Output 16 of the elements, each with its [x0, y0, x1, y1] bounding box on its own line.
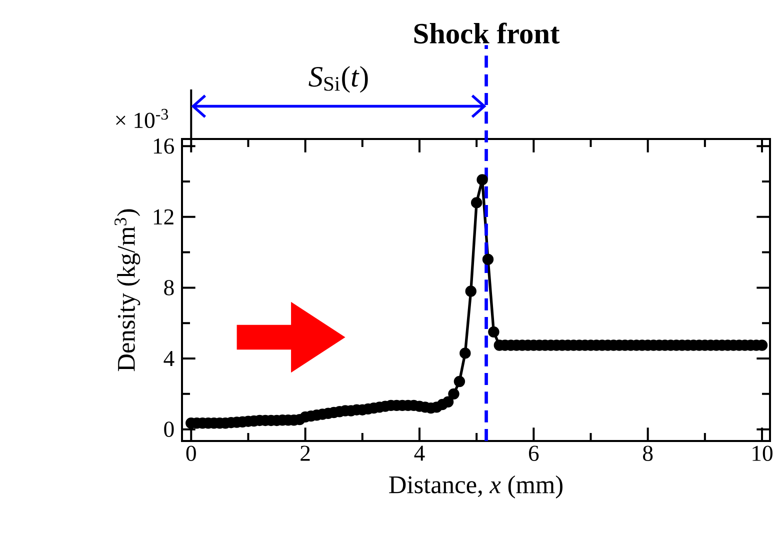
y-tick-label: 12 — [154, 209, 174, 224]
text: S$_{Si}$(t) — [308, 66, 368, 93]
y-tick-label: 8 — [164, 280, 174, 296]
y-axis-title: Density (kg/m$^{3}$) — [114, 209, 140, 372]
y-tick-label: 0 — [164, 422, 174, 437]
x-tick-label: 6 — [528, 446, 539, 461]
x-tick-label: 2 — [300, 446, 310, 461]
y-tick-label: 16 — [154, 138, 174, 154]
y-tick-label: 4 — [164, 351, 174, 366]
x-axis-title: Distance, x (mm) — [389, 476, 562, 498]
x-tick-label: 0 — [186, 446, 196, 462]
ref-line-label: Shock front — [414, 22, 560, 44]
x-tick-label: 10 — [752, 446, 772, 462]
text: × 10$^{-3}$ — [116, 108, 168, 128]
x-tick-label: 4 — [414, 446, 425, 461]
x-tick-label: 8 — [643, 446, 653, 462]
